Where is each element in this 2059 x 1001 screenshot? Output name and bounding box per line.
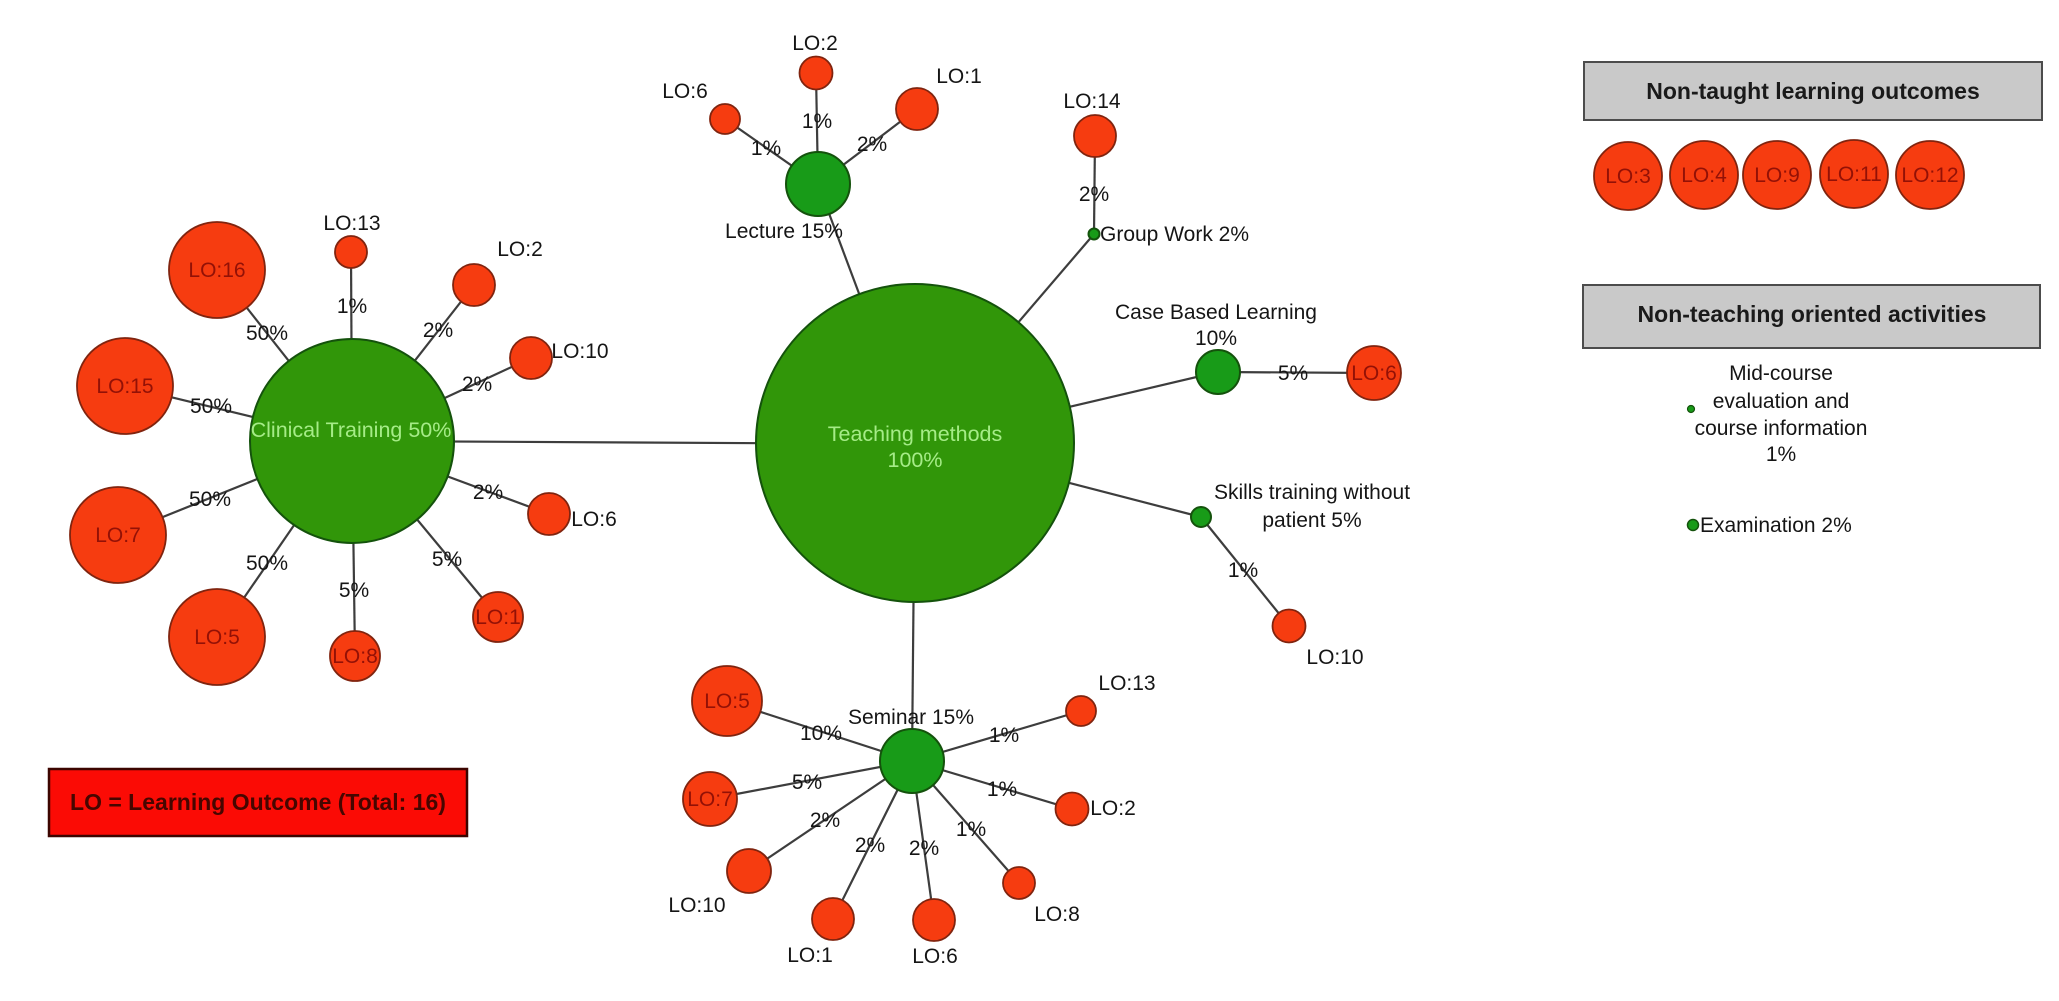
svg-text:2%: 2% [423, 319, 453, 342]
svg-text:LO:7: LO:7 [95, 524, 141, 547]
svg-text:Group Work 2%: Group Work 2% [1100, 223, 1249, 246]
svg-text:LO:8: LO:8 [1034, 903, 1080, 926]
svg-text:LO:2: LO:2 [497, 238, 543, 261]
svg-text:1%: 1% [1228, 559, 1258, 582]
svg-text:2%: 2% [1079, 183, 1109, 206]
svg-text:5%: 5% [1278, 362, 1308, 385]
svg-text:5%: 5% [339, 579, 369, 602]
svg-text:LO:12: LO:12 [1901, 164, 1958, 187]
svg-text:5%: 5% [432, 548, 462, 571]
svg-text:LO:6: LO:6 [912, 945, 958, 968]
svg-text:LO:9: LO:9 [1754, 164, 1800, 187]
svg-text:LO:2: LO:2 [792, 32, 838, 55]
svg-text:5%: 5% [792, 771, 822, 794]
svg-text:50%: 50% [246, 552, 288, 575]
svg-text:Examination 2%: Examination 2% [1700, 514, 1852, 537]
svg-text:1%: 1% [1766, 443, 1796, 466]
svg-text:LO:5: LO:5 [704, 690, 750, 713]
svg-text:1%: 1% [751, 137, 781, 160]
svg-text:Skills training without: Skills training without [1214, 481, 1410, 504]
svg-text:LO:7: LO:7 [687, 788, 733, 811]
svg-text:LO:10: LO:10 [551, 340, 608, 363]
svg-text:Case Based Learning: Case Based Learning [1115, 301, 1317, 324]
svg-text:LO:1: LO:1 [936, 65, 982, 88]
svg-text:50%: 50% [246, 322, 288, 345]
svg-text:LO:16: LO:16 [188, 259, 245, 282]
svg-text:1%: 1% [802, 110, 832, 133]
svg-text:Seminar 15%: Seminar 15% [848, 706, 974, 729]
svg-text:Teaching methods: Teaching methods [828, 422, 1003, 446]
svg-text:LO:1: LO:1 [787, 944, 833, 967]
svg-text:LO = Learning Outcome (Total:: LO = Learning Outcome (Total: 16) [70, 789, 446, 815]
svg-text:2%: 2% [857, 133, 887, 156]
svg-text:patient 5%: patient 5% [1262, 509, 1361, 532]
svg-text:2%: 2% [855, 834, 885, 857]
svg-text:50%: 50% [190, 395, 232, 418]
svg-text:LO:13: LO:13 [1098, 672, 1155, 695]
svg-text:1%: 1% [987, 778, 1017, 801]
svg-text:LO:11: LO:11 [1826, 163, 1882, 186]
svg-text:LO:4: LO:4 [1681, 164, 1727, 187]
svg-text:course information: course information [1695, 417, 1868, 440]
svg-text:LO:15: LO:15 [96, 375, 153, 398]
svg-text:2%: 2% [810, 809, 840, 832]
svg-text:1%: 1% [989, 724, 1019, 747]
svg-text:1%: 1% [337, 295, 367, 318]
svg-text:2%: 2% [909, 837, 939, 860]
svg-text:LO:1: LO:1 [475, 606, 521, 629]
svg-text:LO:8: LO:8 [332, 645, 378, 668]
svg-text:LO:6: LO:6 [662, 80, 708, 103]
svg-text:50%: 50% [189, 488, 231, 511]
svg-text:LO:10: LO:10 [1306, 646, 1363, 669]
svg-text:10%: 10% [1195, 327, 1237, 350]
svg-text:Clinical Training 50%: Clinical Training 50% [251, 418, 452, 442]
svg-text:LO:14: LO:14 [1063, 90, 1121, 113]
svg-text:LO:10: LO:10 [668, 894, 725, 917]
svg-text:LO:2: LO:2 [1090, 797, 1136, 820]
svg-text:Non-teaching oriented activiti: Non-teaching oriented activities [1638, 301, 1987, 327]
svg-text:2%: 2% [473, 481, 503, 504]
svg-text:LO:13: LO:13 [323, 212, 380, 235]
svg-text:LO:5: LO:5 [194, 626, 240, 649]
svg-text:evaluation and: evaluation and [1713, 390, 1850, 413]
svg-text:Non-taught learning outcomes: Non-taught learning outcomes [1646, 78, 1980, 104]
svg-text:100%: 100% [888, 448, 943, 472]
svg-text:LO:3: LO:3 [1605, 165, 1651, 188]
svg-text:Lecture 15%: Lecture 15% [725, 220, 843, 243]
svg-text:LO:6: LO:6 [1351, 362, 1397, 385]
svg-text:10%: 10% [800, 722, 842, 745]
svg-text:2%: 2% [462, 373, 492, 396]
svg-text:LO:6: LO:6 [571, 508, 617, 531]
svg-text:Mid-course: Mid-course [1729, 362, 1833, 385]
svg-text:1%: 1% [956, 818, 986, 841]
